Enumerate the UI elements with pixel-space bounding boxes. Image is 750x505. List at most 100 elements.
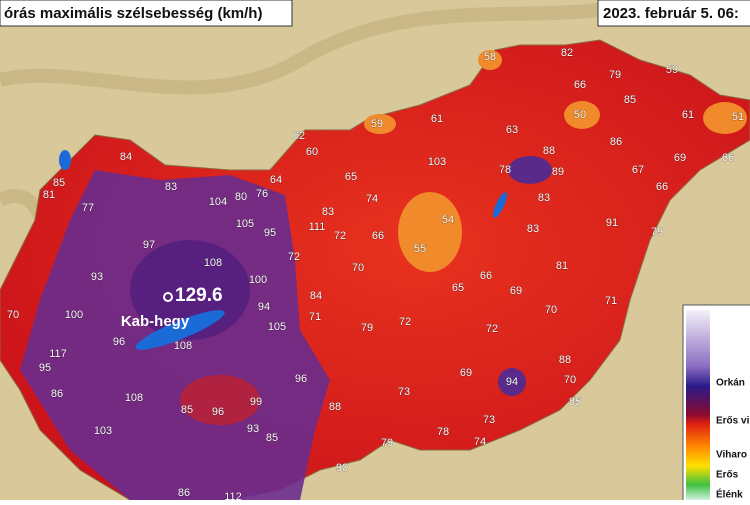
station-value: 66	[372, 230, 384, 242]
station-value: 100	[249, 274, 267, 286]
station-value: 95	[39, 362, 51, 374]
station-value: 54	[442, 214, 454, 226]
station-value: 108	[204, 257, 222, 269]
title: órás maximális szélsebesség (km/h)	[4, 5, 262, 22]
station-value: 61	[682, 109, 694, 121]
station-value: 105	[268, 321, 286, 333]
station-value: 85	[181, 404, 193, 416]
station-value: 51	[732, 111, 744, 123]
station-value: 78	[499, 164, 511, 176]
station-value: 85	[266, 432, 278, 444]
calm-zone	[478, 50, 502, 70]
station-value: 78	[437, 426, 449, 438]
station-value: 94	[258, 301, 270, 313]
station-value: 86	[610, 136, 622, 148]
station-value: 73	[483, 414, 495, 426]
station-value: 108	[125, 392, 143, 404]
station-value: 85	[569, 396, 581, 408]
station-value: 96	[212, 406, 224, 418]
station-value: 103	[94, 425, 112, 437]
station-value: 55	[414, 243, 426, 255]
station-value: 81	[556, 260, 568, 272]
station-value: 70	[564, 374, 576, 386]
station-value: 112	[224, 491, 242, 500]
station-value: 66	[656, 181, 668, 193]
station-value: 69	[460, 367, 472, 379]
station-value: 71	[605, 295, 617, 307]
station-value: 83	[165, 181, 177, 193]
station-value: 72	[486, 323, 498, 335]
lake	[493, 192, 507, 218]
station-value: 79	[609, 69, 621, 81]
station-value: 105	[236, 218, 254, 230]
station-value: 88	[543, 145, 555, 157]
station-value: 64	[270, 174, 282, 186]
station-value: 95	[264, 227, 276, 239]
station-value: 96	[295, 373, 307, 385]
station-value: 50	[574, 109, 586, 121]
station-value: 72	[288, 251, 300, 263]
station-value: 60	[306, 146, 318, 158]
peak-value: 129.6	[175, 285, 223, 306]
station-value: 66	[574, 79, 586, 91]
station-value: 86	[51, 388, 63, 400]
station-value: 74	[366, 193, 378, 205]
station-value: 88	[329, 401, 341, 413]
station-value: 59	[371, 118, 383, 130]
station-value: 70	[7, 309, 19, 321]
local-zone	[180, 375, 260, 425]
station-value: 70	[352, 262, 364, 274]
station-value: 97	[143, 239, 155, 251]
storm-spot	[498, 368, 526, 396]
lake	[59, 150, 71, 170]
peak-marker	[163, 292, 173, 302]
legend-label: Erős vi	[716, 416, 750, 427]
station-value: 70	[545, 304, 557, 316]
station-value: 79	[381, 437, 393, 449]
station-value: 83	[538, 192, 550, 204]
station-value: 84	[310, 290, 322, 302]
station-value: 71	[309, 311, 321, 323]
station-value: 117	[49, 348, 67, 360]
station-value: 74	[474, 436, 486, 448]
station-value: 93	[91, 271, 103, 283]
legend-label: Erős	[716, 470, 739, 481]
station-value: 88	[559, 354, 571, 366]
station-value: 73	[398, 386, 410, 398]
station-value: 59	[666, 64, 678, 76]
station-value: 81	[43, 189, 55, 201]
station-value: 65	[345, 171, 357, 183]
station-value: 103	[428, 156, 446, 168]
station-value: 108	[174, 340, 192, 352]
storm-spot	[508, 156, 552, 184]
station-value: 79	[651, 226, 663, 238]
station-value: 76	[256, 188, 268, 200]
lake	[135, 310, 225, 350]
station-value: 58	[484, 51, 496, 63]
legend-label: Viharo	[716, 450, 747, 461]
station-value: 86	[178, 487, 190, 499]
station-value: 99	[250, 396, 262, 408]
station-value: 85	[53, 177, 65, 189]
station-value: 94	[506, 376, 518, 388]
calm-zone	[703, 102, 747, 134]
station-value: 77	[82, 202, 94, 214]
station-value: 82	[561, 47, 573, 59]
station-value: 72	[334, 230, 346, 242]
title-box	[0, 0, 293, 27]
station-value: 111	[309, 221, 326, 233]
calm-zone	[398, 192, 462, 272]
station-value: 96	[113, 336, 125, 348]
calm-zone	[564, 101, 600, 129]
date-box	[597, 0, 750, 27]
station-value: 85	[624, 94, 636, 106]
calm-zone	[364, 114, 396, 134]
station-value: 90	[336, 462, 348, 474]
station-value: 84	[120, 151, 132, 163]
station-value: 100	[65, 309, 83, 321]
legend-label: Orkán	[716, 378, 745, 389]
legend-bar	[686, 310, 710, 500]
